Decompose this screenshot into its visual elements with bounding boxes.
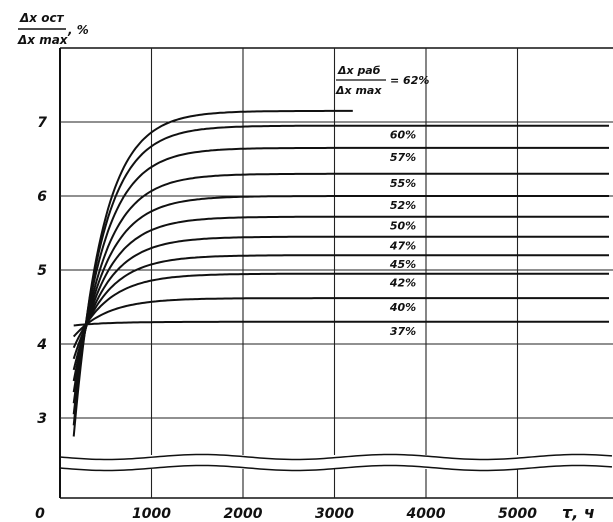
series-line (72, 146, 609, 415)
x-axis-label: τ, ч (562, 503, 595, 522)
axis-break (59, 453, 613, 472)
x-tick-label: 0 (35, 506, 45, 522)
series-label: 60% (390, 129, 416, 142)
tick-labels: 3 4 5 6 7 0 1000 2000 3000 4000 5000 (35, 115, 537, 522)
series-line (72, 272, 609, 349)
series-line (72, 297, 609, 338)
series-label: 47% (389, 240, 416, 253)
y-tick-label: 3 (37, 411, 47, 427)
series-line (72, 172, 609, 404)
y-tick-label: 6 (37, 189, 47, 205)
x-tick-label: 1000 (132, 506, 171, 522)
series-label: 42% (389, 277, 416, 290)
series-line (72, 254, 609, 360)
series-line (72, 124, 609, 426)
series-label: 52% (390, 199, 416, 212)
series-line (72, 215, 609, 382)
header-value: = 62% (390, 74, 429, 87)
series-line (72, 195, 609, 393)
x-tick-label: 5000 (498, 506, 537, 522)
x-tick-label: 4000 (406, 506, 446, 522)
x-tick-label: 2000 (224, 506, 263, 522)
header-numerator: Δx раб (337, 64, 381, 77)
series-label: 37% (390, 325, 416, 338)
curves: 60% 57% 55% 52% 50% 47% 45% 42% 40% 37% (72, 109, 609, 437)
y-tick-label: 7 (37, 115, 47, 131)
series-label: 55% (390, 177, 416, 190)
y-axis-label: Δx ост Δx max , % (17, 11, 89, 47)
y-tick-label: 5 (37, 263, 47, 279)
y-axis-label-denominator: Δx max (17, 33, 69, 47)
y-tick-label: 4 (36, 337, 47, 353)
series-label: 40% (389, 301, 416, 314)
series-line (72, 109, 353, 437)
axis-break-line (59, 464, 613, 472)
y-axis-label-unit: , % (67, 23, 89, 37)
curve-family-header: Δx раб Δx max = 62% (335, 64, 429, 97)
series-label: 57% (390, 151, 416, 164)
series-line (72, 235, 609, 371)
header-denominator: Δx max (335, 84, 382, 97)
series-line (73, 320, 609, 327)
series-label: 50% (390, 220, 416, 233)
series-label: 45% (389, 258, 416, 271)
axis-break-line (59, 453, 613, 461)
y-axis-label-numerator: Δx ост (19, 11, 65, 25)
x-tick-label: 3000 (315, 506, 354, 522)
